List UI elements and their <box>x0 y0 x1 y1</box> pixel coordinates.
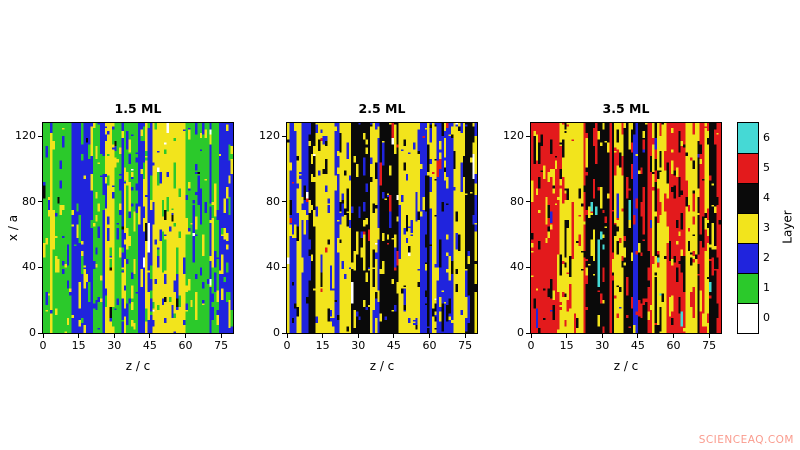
y-tick-label: 40 <box>22 260 36 274</box>
x-tick-mark <box>185 333 186 338</box>
colorbar-title: Layer <box>781 210 795 244</box>
panel-title-1: 1.5 ML <box>114 101 162 116</box>
colorbar-segment <box>738 243 758 273</box>
x-tick-label: 45 <box>630 339 645 352</box>
heatmap-panel-1: 1.5 ML z / c x / a 0 40 80 120 0 15 30 45 60 75 <box>6 101 234 373</box>
colorbar-segment <box>738 213 758 243</box>
y-tick-mark <box>282 266 287 268</box>
colorbar-tick-label: 6 <box>763 131 770 144</box>
x-tick-mark <box>393 333 395 338</box>
y-tick-label: 0 <box>273 326 280 339</box>
colorbar-tick-label: 2 <box>763 251 770 264</box>
y-tick-label: 120 <box>503 129 524 143</box>
x-tick-label: 60 <box>422 339 437 352</box>
watermark: SCIENCEAQ.COM <box>698 434 794 446</box>
x-tick-mark <box>357 333 359 338</box>
x-tick-mark <box>113 333 115 338</box>
colorbar-segment <box>738 303 758 333</box>
heatmap-panel-2: 2.5 ML z / c 0 40 80 120 0 15 30 45 60 75 <box>259 101 478 373</box>
y-tick-label: 80 <box>266 194 280 208</box>
heatmap-canvas-2 <box>287 123 477 333</box>
heatmap-panel-3: 3.5 ML z / c 0 40 80 120 0 15 30 45 60 75 <box>503 101 722 373</box>
x-tick-mark <box>149 333 151 338</box>
x-tick-mark <box>78 333 80 338</box>
y-tick-label: 0 <box>517 326 524 339</box>
x-tick-label: 15 <box>315 339 330 352</box>
x-tick-label: 60 <box>666 339 681 352</box>
heatmap-canvas-3 <box>531 123 721 333</box>
x-tick-label: 0 <box>283 339 291 352</box>
colorbar-segment <box>738 273 758 303</box>
x-tick-mark <box>566 333 568 338</box>
colorbar-segment <box>738 153 758 183</box>
colorbar-tick-label: 5 <box>763 161 770 174</box>
y-tick-mark <box>526 266 531 268</box>
y-tick-mark <box>526 201 531 203</box>
x-tick-mark <box>708 333 710 338</box>
heatmap-canvas-1 <box>43 123 233 333</box>
colorbar-tick-label: 0 <box>763 311 770 324</box>
x-tick-label: 75 <box>214 339 229 352</box>
x-tick-mark <box>530 333 532 338</box>
colorbar-tick-label: 4 <box>763 191 770 204</box>
colorbar-segment <box>738 183 758 213</box>
x-axis-label-2: z / c <box>369 359 395 373</box>
x-tick-label: 15 <box>559 339 574 352</box>
x-tick-label: 75 <box>458 339 473 352</box>
x-tick-mark <box>673 333 674 338</box>
x-tick-label: 0 <box>527 339 535 352</box>
colorbar-tick-label: 1 <box>763 281 770 294</box>
x-tick-mark <box>322 333 324 338</box>
x-tick-label: 45 <box>386 339 401 352</box>
y-tick-mark <box>282 332 287 334</box>
x-tick-label: 30 <box>595 339 610 352</box>
x-axis-label-1: z / c <box>125 359 151 373</box>
x-tick-mark <box>220 333 222 338</box>
y-tick-mark <box>38 135 43 137</box>
y-tick-mark <box>38 332 43 334</box>
panel-title-2: 2.5 ML <box>358 101 406 116</box>
panel-title-3: 3.5 ML <box>602 101 650 116</box>
colorbar-segment <box>738 123 758 153</box>
x-tick-label: 30 <box>351 339 366 352</box>
x-tick-label: 15 <box>71 339 86 352</box>
x-tick-mark <box>464 333 466 338</box>
y-tick-label: 80 <box>22 194 36 208</box>
y-tick-mark <box>526 135 531 137</box>
x-tick-label: 0 <box>39 339 47 352</box>
colorbar: 6 5 4 3 2 1 0 <box>737 122 770 334</box>
x-tick-label: 30 <box>107 339 122 352</box>
y-tick-label: 80 <box>510 194 524 208</box>
x-tick-label: 60 <box>178 339 193 352</box>
y-tick-label: 0 <box>29 326 36 339</box>
x-tick-mark <box>637 333 639 338</box>
y-tick-mark <box>282 201 287 203</box>
y-tick-mark <box>38 266 43 268</box>
y-tick-label: 40 <box>266 260 280 274</box>
x-tick-mark <box>286 333 288 338</box>
x-tick-label: 75 <box>702 339 717 352</box>
y-tick-mark <box>38 201 43 203</box>
x-tick-mark <box>42 333 44 338</box>
y-tick-label: 40 <box>510 260 524 274</box>
x-tick-label: 45 <box>142 339 157 352</box>
y-axis-label: x / a <box>6 214 21 242</box>
y-tick-mark <box>526 332 531 334</box>
x-tick-mark <box>429 333 430 338</box>
x-tick-mark <box>601 333 603 338</box>
y-tick-label: 120 <box>259 129 280 143</box>
x-axis-label-3: z / c <box>613 359 639 373</box>
colorbar-tick-label: 3 <box>763 221 770 234</box>
y-tick-mark <box>282 135 287 137</box>
y-tick-label: 120 <box>15 129 36 143</box>
